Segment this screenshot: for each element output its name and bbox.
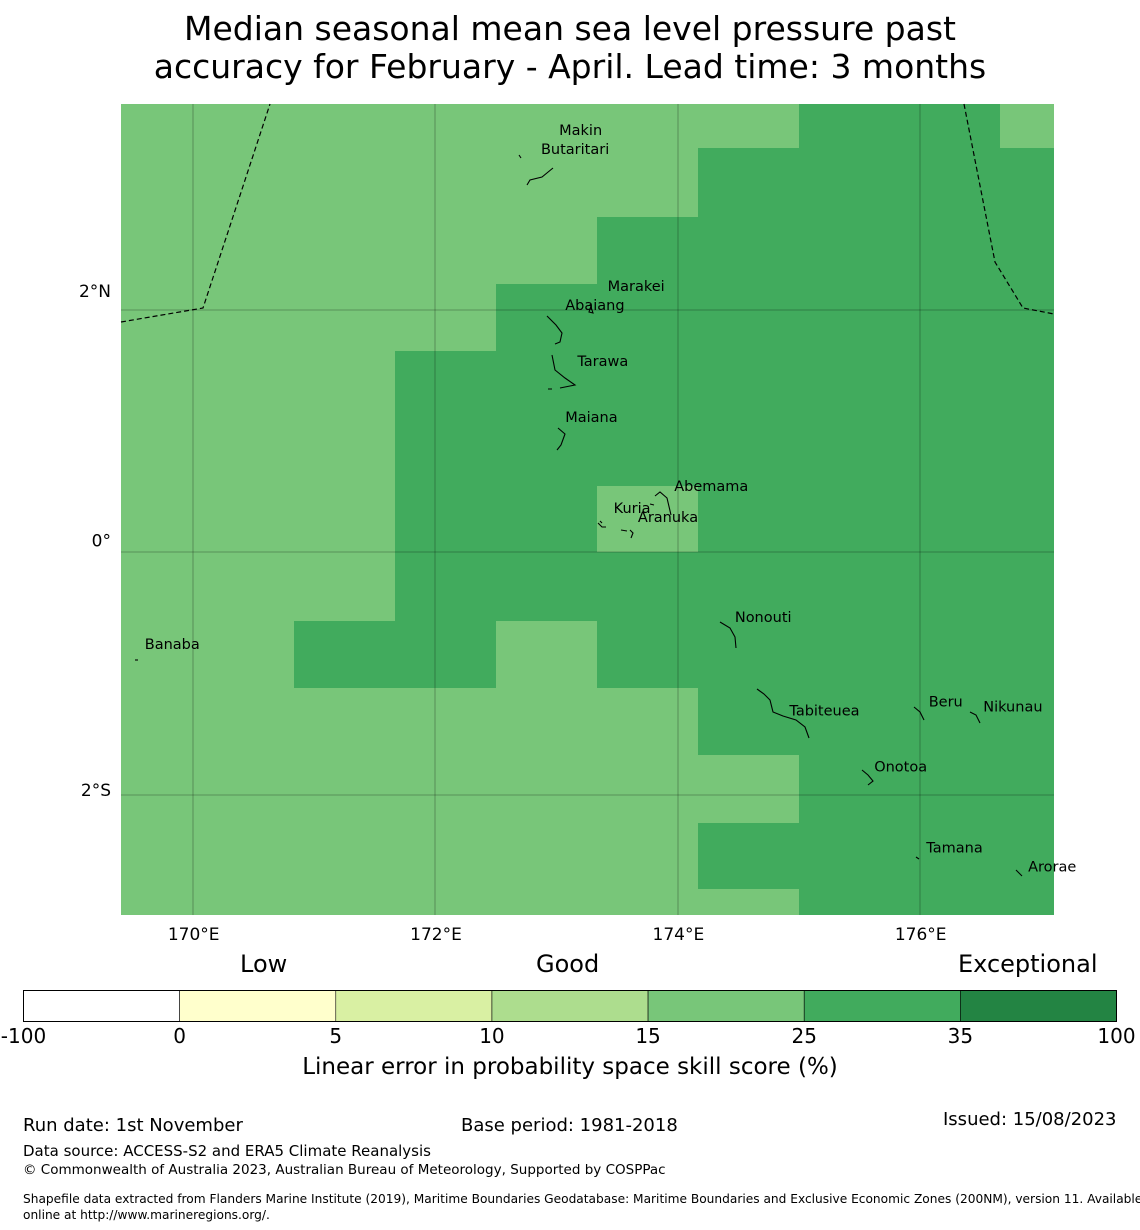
eez-boundaries	[120, 103, 1055, 323]
island-nikunau-outline	[969, 711, 981, 724]
island-tamana-outline	[915, 856, 920, 860]
title-line-1: Median seasonal mean sea level pressure …	[184, 9, 956, 48]
colorbar-label: Linear error in probability space skill …	[302, 1054, 838, 1080]
issued-date: Issued: 15/08/2023	[943, 1109, 1117, 1130]
place-label-banaba: Banaba	[145, 637, 200, 653]
place-label-arorae: Arorae	[1028, 859, 1076, 875]
place-label-aranuka: Aranuka	[638, 510, 698, 526]
place-label-kuria: Kuria	[614, 501, 651, 517]
y-tick-label-2-s: 2°S	[81, 781, 111, 801]
run-date: Run date: 1st November	[23, 1115, 243, 1136]
y-tick-label-2-n: 2°N	[79, 282, 111, 302]
island-kuria-outline	[597, 520, 606, 528]
place-label-tabiteuea: Tabiteuea	[788, 703, 859, 719]
place-label-abaiang: Abaiang	[565, 298, 624, 314]
data-source: Data source: ACCESS-S2 and ERA5 Climate …	[23, 1142, 431, 1160]
chart-title: Median seasonal mean sea level pressure …	[0, 10, 1140, 86]
colorbar-tick-35: 35	[947, 1024, 974, 1048]
place-label-nonouti: Nonouti	[735, 610, 792, 626]
island-outlines	[135, 154, 1023, 877]
colorbar-tick-5: 5	[329, 1024, 343, 1048]
island-abaiang-outline	[546, 315, 563, 345]
place-labels: Makin Butaritari Marakei Abaiang Tarawa Maian…	[145, 123, 1077, 875]
colorbar	[23, 990, 1117, 1022]
colorbar-tick-25: 25	[791, 1024, 817, 1048]
place-label-nikunau: Nikunau	[983, 700, 1042, 716]
place-label-butaritari: Butaritari	[541, 142, 609, 158]
place-label-abemama: Abemama	[674, 479, 748, 495]
colorbar-cell-35-to-100	[960, 990, 1117, 1022]
skill-region-very-good	[294, 104, 1054, 915]
island-arorae-outline	[1015, 869, 1023, 877]
colorbar-tick-15: 15	[635, 1024, 661, 1048]
island-maiana-outline	[556, 427, 566, 451]
y-axis-tick-labels: 2°N 0° 2°S	[79, 282, 111, 801]
x-tick-label-174-e: 174°E	[653, 925, 705, 940]
island-beru-outline	[913, 706, 925, 721]
colorbar-cell-15-to-25	[647, 990, 805, 1022]
copyright-notice: © Commonwealth of Australia 2023, Austra…	[23, 1162, 666, 1178]
place-label-makin: Makin	[559, 123, 602, 139]
legend-exceptional-label: Exceptional	[958, 950, 1098, 978]
island-butaritari-outline	[526, 167, 554, 186]
colorbar-tick-0: 0	[173, 1024, 187, 1048]
place-label-maiana: Maiana	[565, 410, 617, 426]
map-chart: Makin Butaritari Marakei Abaiang Tarawa Maian…	[79, 103, 1077, 940]
x-tick-label-176-e: 176°E	[895, 925, 947, 940]
place-label-tarawa: Tarawa	[576, 354, 628, 370]
shapefile-credit-line-1: Shapefile data extracted from Flanders M…	[23, 1192, 1140, 1206]
island-tabiteuea-outline	[756, 688, 810, 739]
legend-low-label: Low	[240, 950, 288, 978]
y-tick-label-0-: 0°	[92, 532, 111, 552]
shapefile-credit: Shapefile data extracted from Flanders M…	[23, 1191, 1140, 1223]
place-label-marakei: Marakei	[608, 279, 665, 295]
colorbar-cell--100-to-0	[23, 990, 180, 1022]
island-tarawa-outline	[548, 354, 577, 390]
colorbar-cell-10-to-15	[491, 990, 649, 1022]
shapefile-credit-line-2: online at http://www.marineregions.org/.	[23, 1208, 270, 1222]
colorbar-cell-25-to-35	[803, 990, 961, 1022]
colorbar-tick--100: -100	[0, 1024, 47, 1048]
map-area: Makin Butaritari Marakei Abaiang Tarawa Maian…	[120, 103, 1077, 915]
x-axis-tick-labels: 170°E 172°E 174°E 176°E	[168, 925, 947, 940]
colorbar-tick-10: 10	[479, 1024, 505, 1048]
x-tick-label-170-e: 170°E	[168, 925, 220, 940]
gridlines	[121, 104, 1054, 915]
colorbar-cell-5-to-10	[335, 990, 493, 1022]
island-abemama-outline	[649, 491, 672, 516]
island-onotoa-outline	[861, 769, 874, 786]
place-label-tamana: Tamana	[925, 841, 982, 857]
title-line-2: accuracy for February - April. Lead time…	[153, 47, 987, 86]
eez-boundary-east	[963, 103, 1055, 315]
colorbar-border	[23, 990, 1117, 1022]
place-label-onotoa: Onotoa	[874, 760, 927, 776]
eez-boundary-west	[120, 103, 271, 323]
x-tick-label-172-e: 172°E	[410, 925, 462, 940]
island-aranuka-outline	[620, 529, 634, 539]
base-period: Base period: 1981-2018	[461, 1115, 678, 1136]
legend-good-label: Good	[536, 950, 600, 978]
island-marakei-outline	[588, 303, 594, 314]
colorbar-cell-0-to-5	[179, 990, 337, 1022]
colorbar-tick-100: 100	[1097, 1024, 1136, 1048]
island-makin-outline	[518, 154, 522, 159]
place-label-beru: Beru	[929, 695, 963, 711]
island-nonouti-outline	[719, 621, 737, 649]
colorbar-cells	[23, 990, 1117, 1022]
